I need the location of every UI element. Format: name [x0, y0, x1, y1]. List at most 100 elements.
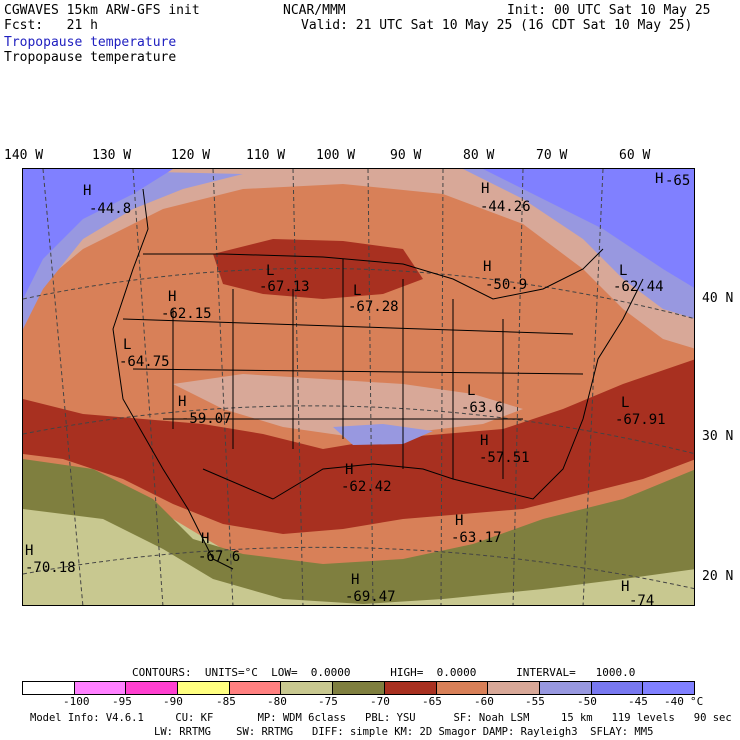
legend-swatch: [281, 682, 334, 694]
forecast-hour: Fcst: 21 h: [4, 18, 98, 33]
tropopause-temperature-map: [23, 169, 694, 605]
coastline: [112, 188, 234, 570]
band-pink-central: [173, 374, 523, 437]
lon-label: 120 W: [171, 148, 211, 163]
pressure-value: -63.17: [451, 530, 502, 546]
field-title-blue: Tropopause temperature: [4, 35, 177, 50]
pressure-value: -65: [665, 173, 691, 189]
border-line: [143, 248, 604, 300]
legend-tick: -90: [163, 695, 183, 708]
lon-label: 100 W: [316, 148, 356, 163]
pressure-value: -50.9: [485, 277, 528, 293]
legend-tick: -85: [216, 695, 236, 708]
pressure-mark: L: [353, 283, 362, 299]
pressure-mark: H: [481, 181, 490, 197]
pressure-mark: L: [621, 395, 630, 411]
pressure-value: -57.51: [479, 450, 530, 466]
legend-swatch: [229, 682, 282, 694]
lon-label: 90 W: [390, 148, 422, 163]
graticule-line: [42, 169, 84, 605]
field-title: Tropopause temperature: [4, 50, 177, 65]
lon-label: 140 W: [4, 148, 44, 163]
legend-swatch: [126, 682, 179, 694]
pressure-value: -67.91: [615, 412, 666, 428]
init-time: Init: 00 UTC Sat 10 May 25: [507, 3, 711, 18]
graticule-line: [212, 169, 234, 605]
pressure-mark: L: [123, 337, 132, 353]
pressure-mark: H: [480, 433, 489, 449]
legend-tick: -70: [370, 695, 390, 708]
legend-unit: °C: [690, 695, 704, 708]
graticule-line: [512, 169, 524, 605]
pressure-mark: H: [168, 289, 177, 305]
contours-info: CONTOURS: UNITS=°C LOW= 0.0000 HIGH= 0.0…: [132, 666, 636, 679]
legend-swatch: [23, 682, 75, 694]
legend-swatch: [539, 682, 592, 694]
band-darkred: [23, 359, 694, 534]
pressure-mark: L: [266, 263, 275, 279]
pressure-mark: L: [619, 263, 628, 279]
pressure-value: -74: [629, 593, 655, 606]
pressure-value: -62.44: [613, 279, 664, 295]
band-pink-north: [23, 169, 694, 349]
model-info: Model Info: V4.6.1 CU: KF MP: WDM 6class…: [30, 712, 732, 724]
map-panel: H -44.8 H -44.26 H -65 L -67.13 L -67.28…: [22, 168, 695, 606]
band-olive: [23, 459, 694, 604]
legend-swatch: [333, 682, 385, 694]
pressure-mark: H: [455, 513, 464, 529]
lon-label: 110 W: [246, 148, 286, 163]
pressure-mark: H: [345, 462, 354, 478]
pressure-value: -62.15: [161, 306, 212, 322]
band-cold: [23, 169, 173, 299]
pressure-value: -64.75: [119, 354, 170, 370]
lon-label: 130 W: [92, 148, 132, 163]
graticule-line: [132, 169, 164, 605]
pressure-mark: H: [201, 531, 210, 547]
pressure-value: -59.07: [181, 411, 232, 427]
pressure-mark: H: [621, 579, 630, 595]
legend-tick: -60: [474, 695, 494, 708]
pressure-mark: H: [351, 572, 360, 588]
graticule-line: [582, 169, 604, 605]
legend-tick: -95: [112, 695, 132, 708]
lat-label: 30 N: [702, 429, 734, 444]
graticule-line: [292, 169, 304, 605]
legend-swatch: [591, 682, 644, 694]
legend-swatch: [643, 682, 694, 694]
org-label: NCAR/MMM: [283, 3, 346, 18]
pressure-value: -63.6: [461, 400, 504, 416]
legend-tick: -75: [318, 695, 338, 708]
lon-label: 70 W: [536, 148, 568, 163]
pressure-mark: H: [25, 543, 34, 559]
legend-tick: -45: [628, 695, 648, 708]
pressure-value: -67.13: [259, 279, 310, 295]
legend-swatch: [384, 682, 437, 694]
graticule-line: [367, 169, 374, 605]
pressure-value: -62.42: [341, 479, 392, 495]
pressure-mark: L: [467, 383, 476, 399]
pressure-value: -67.28: [348, 299, 399, 315]
legend-tick: -65: [422, 695, 442, 708]
pressure-mark: H: [655, 171, 664, 187]
legend-swatch: [74, 682, 127, 694]
state-line: [122, 318, 584, 420]
pressure-value: -67.6: [198, 549, 241, 565]
legend-swatch: [488, 682, 540, 694]
pressure-value: -70.18: [25, 560, 76, 576]
band-blue-gulf: [333, 424, 433, 445]
pressure-mark: H: [483, 259, 492, 275]
lon-label: 60 W: [619, 148, 651, 163]
lat-label: 40 N: [702, 291, 734, 306]
band-cold: [483, 169, 694, 288]
legend-tick: -100: [63, 695, 90, 708]
pressure-mark: H: [83, 183, 92, 199]
legend-tick: -40: [664, 695, 684, 708]
legend-tick: -50: [577, 695, 597, 708]
lon-label: 80 W: [463, 148, 495, 163]
valid-time: Valid: 21 UTC Sat 10 May 25 (16 CDT Sat …: [301, 18, 693, 33]
coastline: [272, 278, 644, 500]
physics-info: LW: RRTMG SW: RRTMG DIFF: simple KM: 2D …: [154, 726, 654, 738]
pressure-value: -69.47: [345, 589, 396, 605]
model-title: CGWAVES 15km ARW-GFS init: [4, 3, 200, 18]
legend-swatch: [436, 682, 489, 694]
